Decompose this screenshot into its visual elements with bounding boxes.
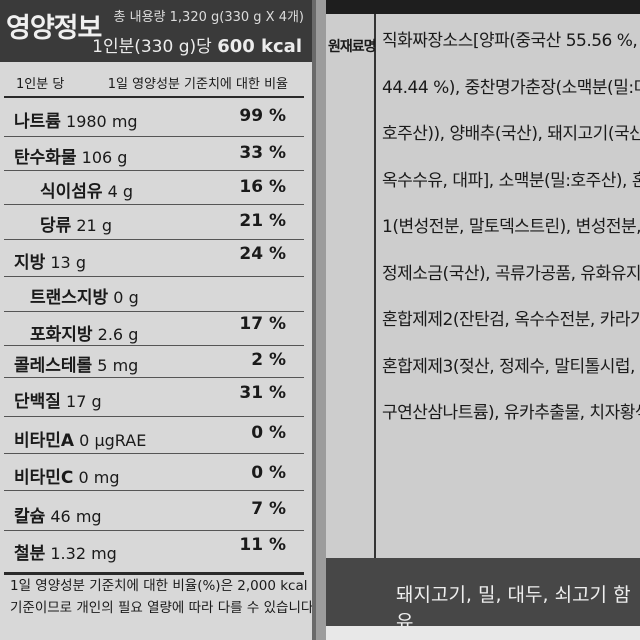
nutrient-percent: 17 % [239,314,286,334]
daily-value-footnote: 1일 영양성분 기준치에 대한 비율(%)은 2,000 kcal 기준이므로 … [4,572,316,639]
nutrient-name: 식이섬유 [40,182,103,202]
nutrient-name: 트랜스지방 [30,288,109,308]
nutrient-name: 탄수화물 [14,148,77,168]
nutrient-row-saturated-fat: 포화지방 2.6 g 17 % [4,312,304,346]
nutrient-row-vitamin-a: 비타민A 0 μgRAE 0 % [4,417,304,454]
nutrient-percent: 21 % [239,211,286,231]
ingredients-line: 혼합제제2(잔탄검, 옥수수전분, 카라기난), [382,310,640,330]
nutrient-row-dietary-fiber: 식이섬유 4 g 16 % [4,171,304,205]
ingredients-label: 원재료명 [328,39,377,55]
nutrient-percent: 16 % [239,177,286,197]
nutrient-name: 지방 [14,253,46,273]
ingredients-panel: 원재료명 직화짜장소스[양파(중국산 55.56 %, 국산 44.44 %),… [326,0,640,640]
ingredients-line: 정제소금(국산), 곡류가공품, 유화유지-피, [382,263,640,284]
footnote-line: 1일 영양성분 기준치에 대한 비율(%)은 2,000 kcal [10,578,308,594]
nutrient-percent: 2 % [251,350,286,370]
nutrient-name: 나트륨 [14,112,61,132]
nutrient-name: 비타민A [14,431,75,451]
footnote-line: 기준이므로 개인의 필요 열량에 따라 다를 수 있습니다. [10,600,316,616]
nutrient-amount: 0 mg [78,468,120,487]
nutrient-name: 콜레스테롤 [14,356,93,376]
nutrient-percent: 24 % [239,244,286,264]
ingredients-line: 옥수수유, 대파], 소맥분(밀:호주산), 혼합제제 [382,170,640,191]
nutrient-name: 당류 [40,216,72,236]
per-serving-label: 1인분 당 [16,77,65,92]
nutrient-row-vitamin-c: 비타민C 0 mg 0 % [4,454,304,491]
daily-value-label: 1일 영양성분 기준치에 대한 비율 [107,77,288,92]
panel-bottom-edge [326,626,640,640]
nutrient-amount: 21 g [76,216,112,235]
nutrient-percent: 0 % [251,463,286,483]
nutrient-row-iron: 철분 1.32 mg 11 % [4,531,304,569]
nutrient-amount: 106 g [81,148,128,167]
nutrient-percent: 7 % [251,499,286,519]
serving-size: 1인분(330 g)당 [92,37,212,57]
nutrient-percent: 0 % [251,423,286,443]
nutrient-row-cholesterol: 콜레스테롤 5 mg 2 % [4,346,304,378]
nutrient-amount: 46 mg [50,507,102,526]
serving-info: 1인분(330 g)당 600 kcal [92,32,302,57]
nutrient-amount: 4 g [107,182,134,201]
nutrient-row-sodium: 나트륨 1980 mg 99 % [4,98,304,137]
nutrient-name: 비타민C [14,468,74,488]
nutrient-amount: 13 g [50,253,86,272]
serving-calories: 600 kcal [217,36,302,57]
nutrient-name: 단백질 [14,392,61,412]
nutrient-amount: 0 g [113,288,139,307]
nutrient-amount: 2.6 g [97,325,139,344]
ingredients-line: 직화짜장소스[양파(중국산 55.56 %, 국산 [382,31,640,51]
ingredients-line: 호주산)), 양배추(국산), 돼지고기(국산), [382,124,640,144]
nutrient-percent: 31 % [239,383,286,403]
nutrient-amount: 1980 mg [66,112,138,131]
nutrient-row-protein: 단백질 17 g 31 % [4,378,304,417]
nutrient-percent: 11 % [239,535,286,555]
nutrition-column-header: 1인분 당 1일 영양성분 기준치에 대한 비율 [4,66,304,98]
ingredients-line: 혼합제제3(젖산, 정제수, 말티톨시럽, 초산, [382,356,640,377]
nutrient-row-fat: 지방 13 g 24 % [4,240,304,277]
nutrient-row-sugars: 당류 21 g 21 % [4,205,304,240]
nutrient-amount: 5 mg [97,356,139,375]
nutrition-title: 영양정보 [6,13,102,44]
total-content: 총 내용량 1,320 g(330 g X 4개) [113,10,304,25]
nutrition-header: 영양정보 총 내용량 1,320 g(330 g X 4개) 1인분(330 g… [0,0,312,62]
nutrient-amount: 0 μgRAE [79,431,147,450]
nutrient-name: 포화지방 [30,325,93,345]
ingredients-list: 직화짜장소스[양파(중국산 55.56 %, 국산 44.44 %), 중찬명가… [382,18,640,437]
ingredients-line: 구연산삼나트륨), 유카추출물, 치자황색소 [382,403,640,423]
panel-top-border [326,0,640,14]
nutrient-amount: 17 g [66,392,102,411]
nutrient-name: 칼슘 [14,507,46,527]
nutrient-amount: 1.32 mg [50,544,117,563]
ingredients-line: 44.44 %), 중찬명가춘장(소맥분(밀:미국산, [382,77,640,98]
nutrient-name: 철분 [14,544,46,564]
nutrient-percent: 99 % [239,106,286,126]
allergy-banner: 돼지고기, 밀, 대두, 쇠고기 함유 [326,558,640,633]
nutrient-row-trans-fat: 트랜스지방 0 g [4,277,304,312]
ingredients-label-column: 원재료명 [326,14,377,558]
nutrition-facts-panel: 영양정보 총 내용량 1,320 g(330 g X 4개) 1인분(330 g… [0,0,316,640]
nutrient-row-calcium: 칼슘 46 mg 7 % [4,491,304,531]
nutrient-percent: 33 % [239,143,286,163]
nutrient-row-carbohydrate: 탄수화물 106 g 33 % [4,137,304,171]
ingredients-line: 1(변성전분, 말토덱스트린), 변성전분, 주정, [382,217,640,237]
